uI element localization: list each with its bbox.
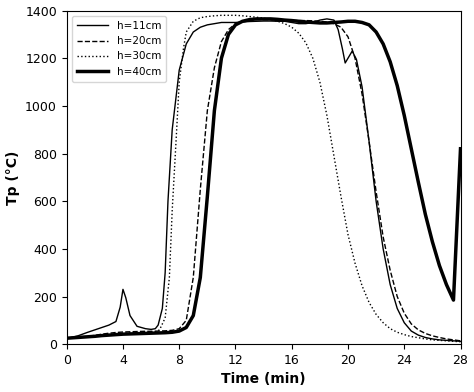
Y-axis label: Tp (°C): Tp (°C) bbox=[6, 150, 19, 205]
Legend: h=11cm, h=20cm, h=30cm, h=40cm: h=11cm, h=20cm, h=30cm, h=40cm bbox=[72, 16, 166, 82]
X-axis label: Time (min): Time (min) bbox=[221, 372, 306, 387]
